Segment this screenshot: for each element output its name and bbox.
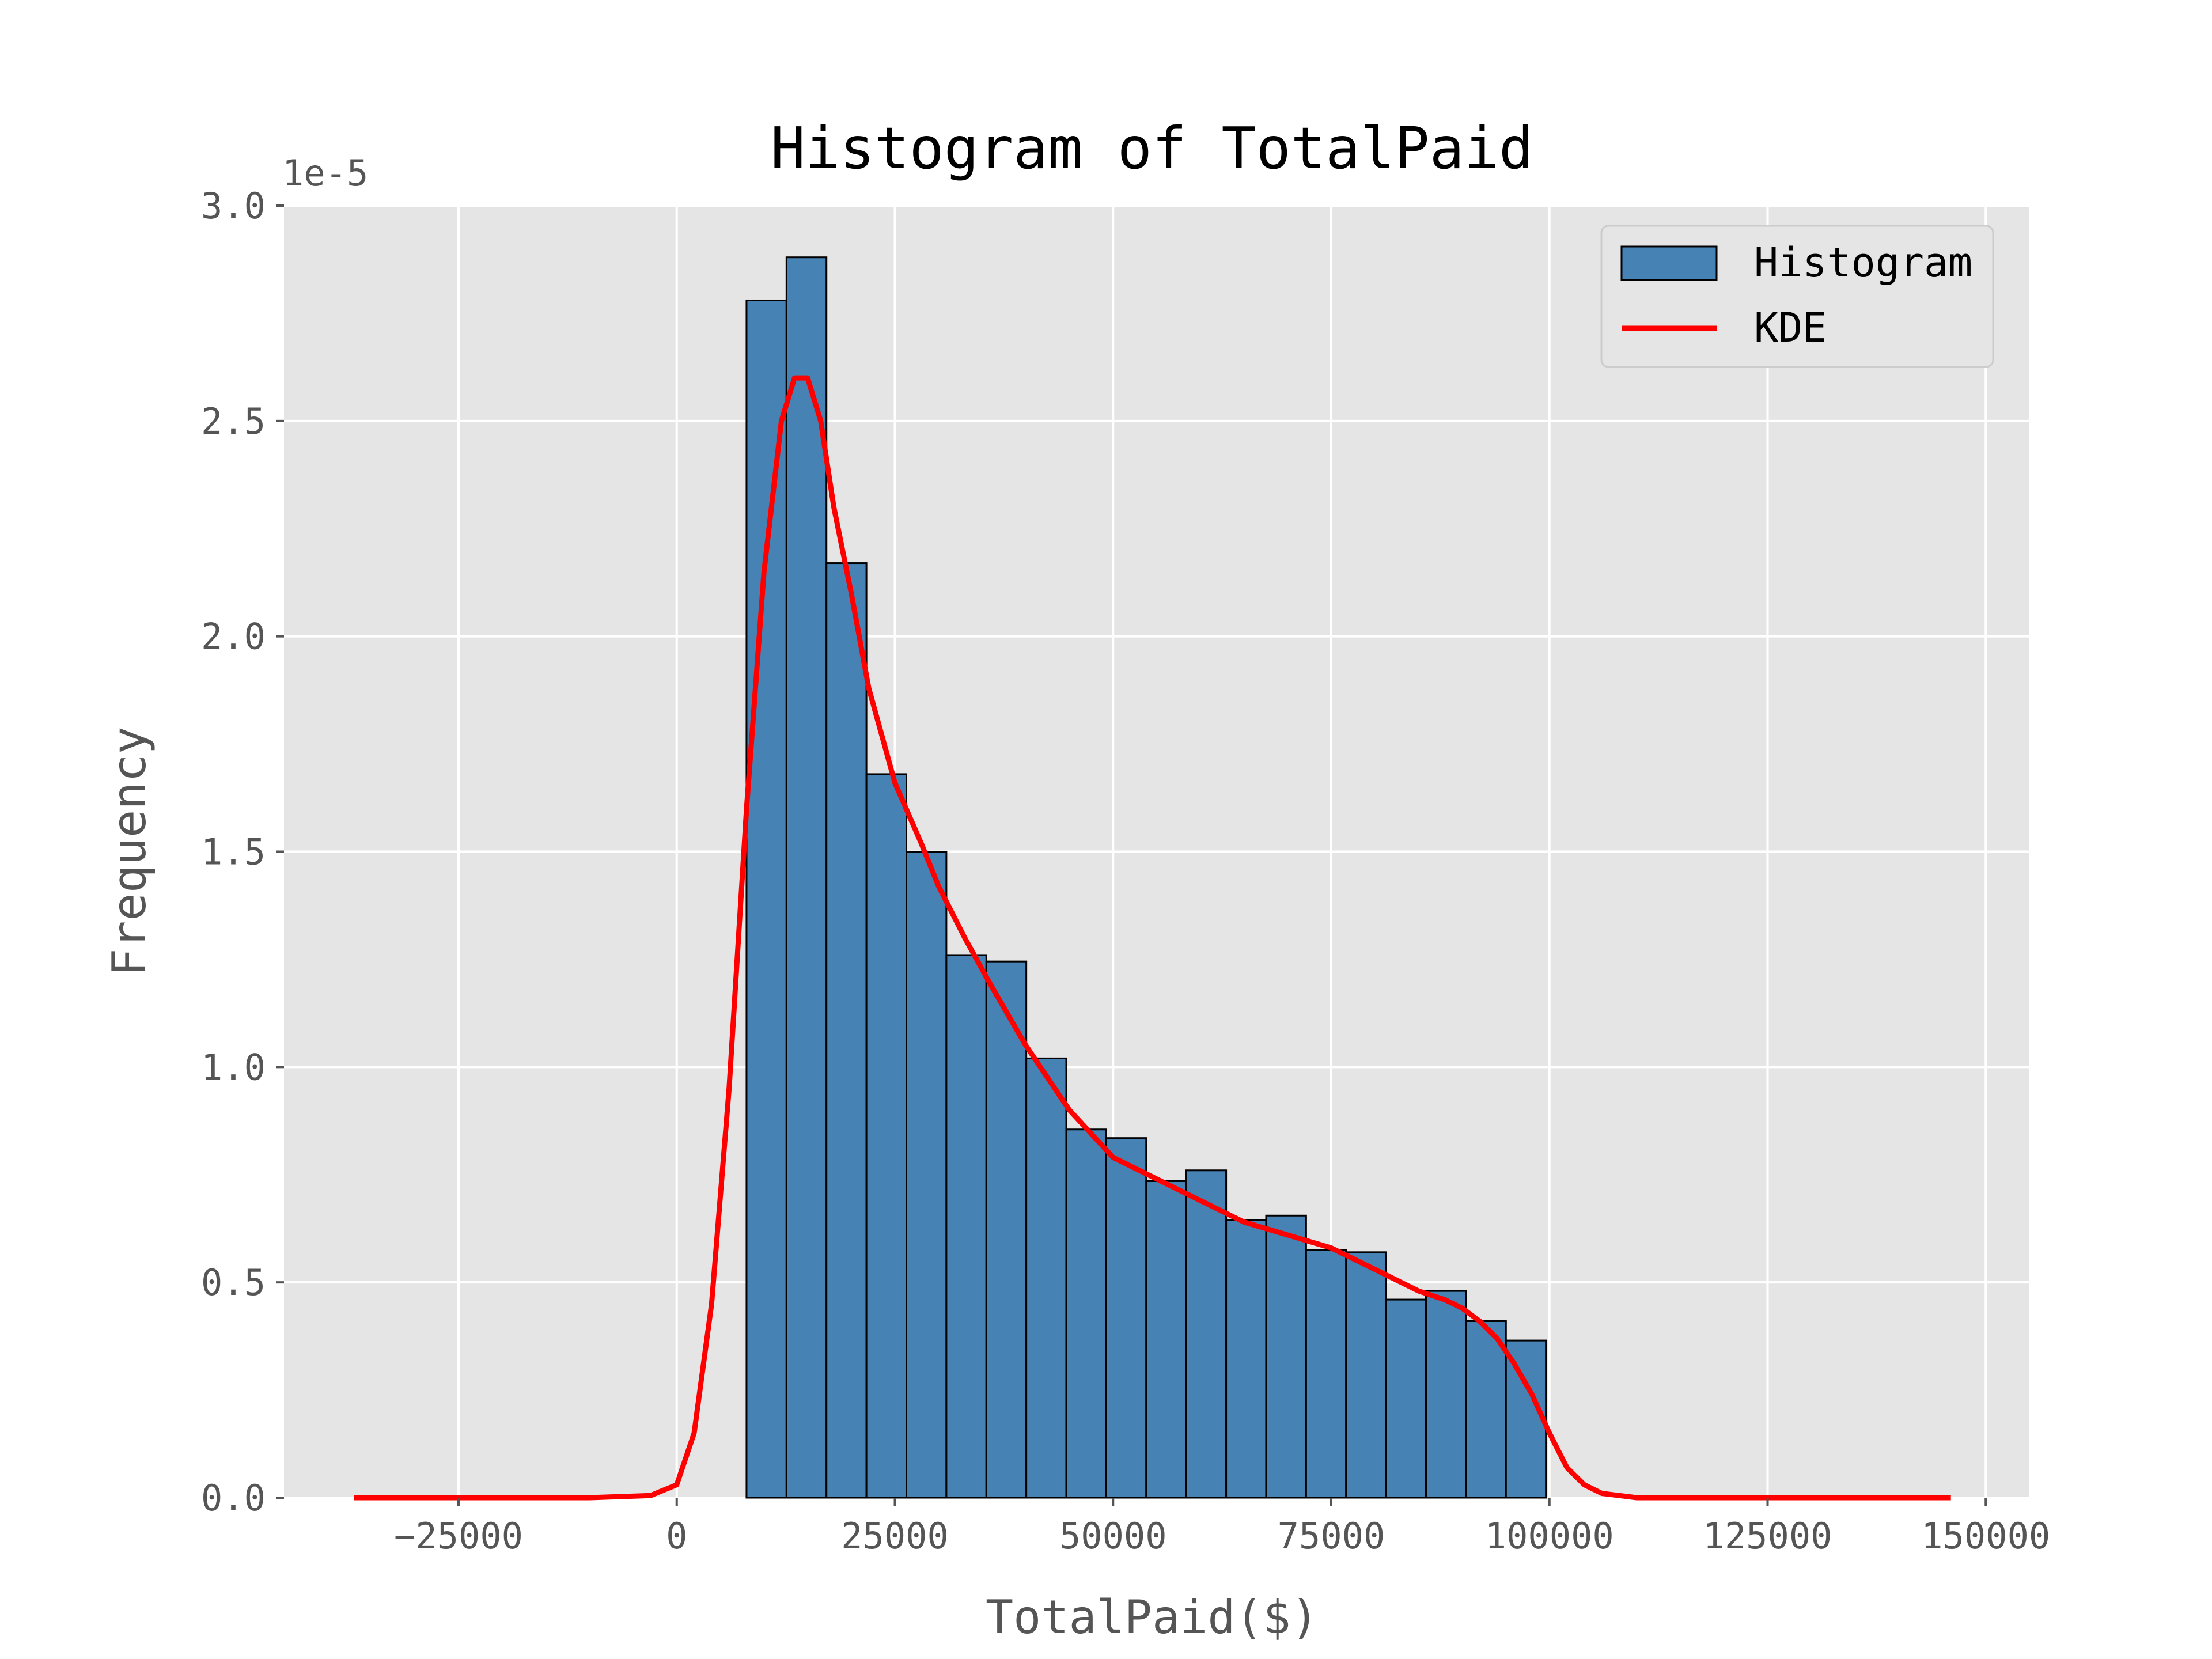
histogram-bar — [905, 851, 948, 1499]
legend-histogram-label: Histogram — [1754, 239, 1972, 286]
histogram-bar — [1265, 1214, 1307, 1499]
histogram-bar — [1385, 1298, 1427, 1499]
chart-title: Histogram of TotalPaid — [771, 115, 1534, 182]
x-axis-ticks: −25000 0 25000 50000 75000 100000 125000 150000 — [394, 1498, 2050, 1557]
legend-kde-label: KDE — [1754, 304, 1827, 351]
histogram-bar — [945, 954, 987, 1499]
y-multiplier-label: 1e-5 — [282, 152, 368, 194]
histogram-bar — [1145, 1180, 1187, 1499]
legend: Histogram KDE — [1600, 225, 1994, 368]
histogram-bar — [1225, 1219, 1267, 1499]
y-tick-label: 1.0 — [201, 1046, 266, 1088]
histogram-bar — [785, 256, 828, 1499]
y-tick-label: 3.0 — [201, 185, 266, 227]
histogram-bar — [1505, 1339, 1547, 1499]
x-tick-label: 150000 — [1921, 1515, 2050, 1557]
histogram-bar — [1065, 1128, 1107, 1499]
y-tick-label: 2.5 — [201, 400, 266, 442]
x-tick-label: 100000 — [1485, 1515, 1614, 1557]
x-tick-label: 50000 — [1059, 1515, 1167, 1557]
histogram-bar — [865, 773, 907, 1499]
histogram-bar — [825, 562, 868, 1499]
histogram-bar — [1465, 1320, 1507, 1499]
y-tick-label: 0.0 — [201, 1477, 266, 1519]
legend-histogram-swatch — [1620, 245, 1718, 281]
histogram-bar — [1025, 1057, 1067, 1499]
histogram-bar — [1345, 1251, 1387, 1499]
y-tick-label: 2.0 — [201, 616, 266, 658]
histogram-bar — [985, 960, 1028, 1499]
x-axis-label: TotalPaid($) — [986, 1590, 1319, 1644]
y-axis-label: Frequency — [103, 726, 156, 976]
x-tick-label: 125000 — [1703, 1515, 1832, 1557]
y-axis-ticks: 0.0 0.5 1.0 1.5 2.0 2.5 3.0 — [201, 185, 284, 1519]
histogram-bar — [1105, 1137, 1147, 1499]
histogram-bar — [1185, 1169, 1228, 1499]
histogram-bar — [1425, 1290, 1467, 1499]
histogram-bar — [745, 299, 787, 1499]
kde-line — [354, 375, 1951, 1501]
x-tick-label: −25000 — [394, 1515, 523, 1557]
x-tick-label: 75000 — [1278, 1515, 1385, 1557]
x-tick-label: 0 — [666, 1515, 687, 1557]
histogram-bars — [745, 256, 1547, 1499]
y-tick-label: 1.5 — [201, 831, 266, 873]
y-tick-label: 0.5 — [201, 1262, 266, 1304]
x-tick-label: 25000 — [841, 1515, 949, 1557]
histogram-bar — [1305, 1249, 1347, 1499]
